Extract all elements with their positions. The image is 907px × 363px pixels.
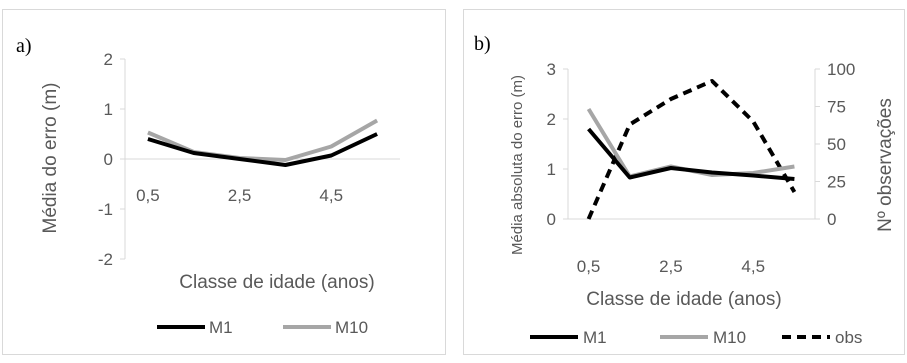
- panel-b-legend-label-m10: M10: [713, 328, 746, 347]
- panel-a-x-tick-label: 2,5: [228, 186, 252, 205]
- panel-a-legend-label-m1: M1: [209, 318, 233, 337]
- panel-b-y2-axis-title: Nº observações: [875, 98, 896, 232]
- panel-b-frame: [463, 9, 905, 355]
- panel-a-y-tick-label: -2: [98, 250, 113, 269]
- panel-a-y-tick-label: 0: [104, 150, 113, 169]
- panel-b-x-tick-label: 0,5: [577, 257, 601, 276]
- panel-b-x-tick-label: 4,5: [741, 257, 765, 276]
- panel-b-y-tick-label: 0: [547, 210, 556, 229]
- panel-a-frame: [2, 9, 446, 355]
- panel-b-y2-tick-label: 100: [827, 60, 855, 79]
- panel-a-axes: 2 1 0 -1 -2 0,5 2,5 4,5: [98, 50, 400, 269]
- panel-a-label: a): [16, 35, 32, 57]
- panel-b-y2-tick-label: 50: [827, 135, 846, 154]
- panel-b-y2-tick-label: 0: [827, 210, 836, 229]
- panel-b-y2-tick-label: 75: [827, 98, 846, 117]
- panel-b-y-tick-label: 1: [547, 160, 556, 179]
- panel-a: a) 2 1 0 -1 -2 0,5 2,5 4,5 Média do erro (m) Cl…: [16, 35, 400, 337]
- panel-b-x-tick-label: 2,5: [659, 257, 683, 276]
- panel-b-series-line-obs: [586, 79, 797, 220]
- panel-a-x-tick-label: 0,5: [136, 186, 160, 205]
- panel-b-y2-tick-label: 25: [827, 173, 846, 192]
- panel-a-legend: M1 M10: [157, 318, 368, 337]
- panel-a-y-tick-label: -1: [98, 200, 113, 219]
- panel-b-series-line-m1: [587, 127, 795, 181]
- panel-a-x-axis-title: Classe de idade (anos): [179, 272, 374, 293]
- panel-a-legend-label-m10: M10: [335, 318, 368, 337]
- panel-b-legend-label-m1: M1: [583, 328, 607, 347]
- panel-b-x-axis-title: Classe de idade (anos): [586, 289, 781, 310]
- panel-b-y-axis-title: Média absoluta do erro (m): [509, 75, 526, 255]
- panel-b-axes: 3 2 1 0 100 75 50 25 0 0,5 2,5 4,5: [547, 60, 856, 276]
- panel-b: b) 3 2 1 0 100 75 50 25 0 0,5 2,5 4,5 Média absolut…: [474, 33, 896, 347]
- panel-b-series: [586, 79, 797, 220]
- panel-b-y-tick-label: 2: [547, 110, 556, 129]
- panel-a-series-line-m10: [147, 118, 379, 162]
- panel-a-series: [147, 118, 379, 167]
- panel-a-x-tick-label: 4,5: [319, 186, 343, 205]
- panel-b-legend: M1 M10 obs: [530, 328, 862, 347]
- panel-b-y-tick-label: 3: [547, 60, 556, 79]
- panel-a-y-axis-title: Média do erro (m): [40, 83, 61, 234]
- panel-a-y-tick-label: 1: [104, 100, 113, 119]
- panel-b-legend-label-obs: obs: [835, 328, 862, 347]
- panel-a-series-line-m1: [147, 132, 378, 167]
- panel-b-label: b): [474, 33, 491, 55]
- panel-a-y-tick-label: 2: [104, 50, 113, 69]
